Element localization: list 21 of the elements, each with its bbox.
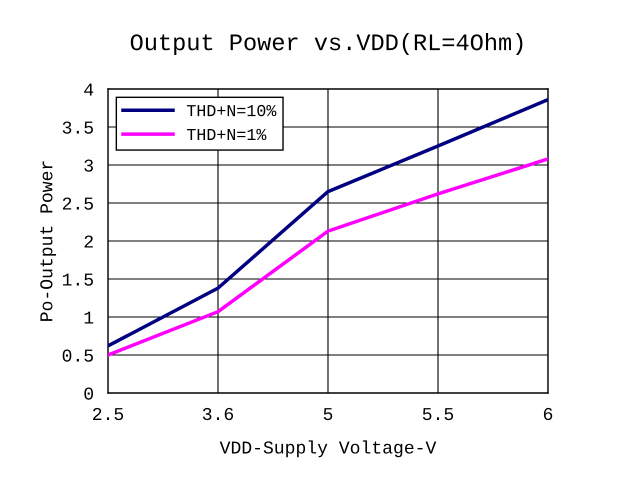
chart-title: Output Power vs.VDD(RL=4Ohm) (130, 33, 522, 56)
x-tick-label: 2.5 (93, 408, 124, 420)
legend-label: THD+N=10% (186, 104, 276, 116)
y-tick-label: 2 (84, 235, 93, 248)
y-tick-label: 2.5 (62, 197, 93, 210)
x-tick-label: 3.6 (202, 408, 234, 420)
x-tick-label: 6 (544, 408, 552, 420)
x-tick-label: 5 (324, 408, 332, 420)
y-tick-label: 4 (84, 84, 94, 96)
y-tick-label: 0 (84, 387, 93, 400)
legend-label: THD+N=1% (186, 128, 266, 140)
x-tick-label: 5.5 (422, 408, 454, 420)
line-series (108, 98, 548, 348)
y-tick-label: 0.5 (62, 349, 93, 362)
x-axis-title: VDD-Supply Voltage-V (220, 440, 436, 458)
y-axis-title: Po-Output Power (40, 161, 56, 321)
y-tick-label: 3.5 (62, 121, 93, 134)
y-tick-label: 1.5 (62, 274, 93, 286)
y-tick-label: 1 (84, 312, 94, 324)
y-tick-label: 3 (84, 159, 93, 172)
line-series (108, 157, 548, 357)
